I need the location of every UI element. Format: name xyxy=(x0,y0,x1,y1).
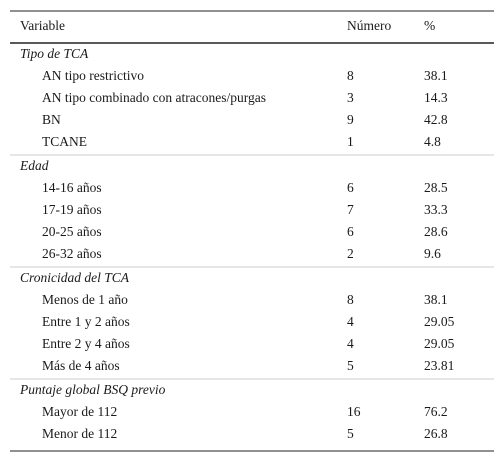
row-label: 14-16 años xyxy=(42,180,102,195)
row-label: AN tipo restrictivo xyxy=(42,68,144,83)
cell-value: 4 xyxy=(347,336,354,351)
row-label: TCANE xyxy=(42,134,87,149)
cell-value: 33.3 xyxy=(424,202,448,217)
cell-value: 29.05 xyxy=(424,314,455,329)
cell-value: 28.5 xyxy=(424,180,448,195)
cell-value: 16 xyxy=(347,404,361,419)
cell-value: 2 xyxy=(347,246,354,261)
cell-value: 9.6 xyxy=(424,246,441,261)
row-label: Menos de 1 año xyxy=(42,292,128,307)
section-title: Edad xyxy=(19,158,49,173)
cell-value: 28.6 xyxy=(424,224,448,239)
column-header: Variable xyxy=(20,18,65,33)
cell-value: 8 xyxy=(347,68,354,83)
row-label: AN tipo combinado con atracones/purgas xyxy=(42,90,266,105)
row-label: Entre 2 y 4 años xyxy=(42,336,130,351)
section-title: Cronicidad del TCA xyxy=(20,270,130,285)
cell-value: 5 xyxy=(347,426,354,441)
section-title: Tipo de TCA xyxy=(20,46,89,61)
cell-value: 76.2 xyxy=(424,404,448,419)
cell-value: 3 xyxy=(347,90,354,105)
row-label: 17-19 años xyxy=(42,202,102,217)
cell-value: 14.3 xyxy=(424,90,448,105)
column-header: Número xyxy=(347,18,391,33)
row-label: Entre 1 y 2 años xyxy=(42,314,130,329)
cell-value: 42.8 xyxy=(424,112,448,127)
cell-value: 8 xyxy=(347,292,354,307)
cell-value: 4 xyxy=(347,314,354,329)
row-label: Mayor de 112 xyxy=(42,404,117,419)
row-label: BN xyxy=(42,112,61,127)
cell-value: 26.8 xyxy=(424,426,448,441)
cell-value: 6 xyxy=(347,224,354,239)
cell-value: 5 xyxy=(347,358,354,373)
cell-value: 38.1 xyxy=(424,68,448,83)
cell-value: 38.1 xyxy=(424,292,448,307)
cell-value: 4.8 xyxy=(424,134,441,149)
cell-value: 23.81 xyxy=(424,358,454,373)
row-label: Más de 4 años xyxy=(42,358,120,373)
cell-value: 7 xyxy=(347,202,354,217)
row-label: 26-32 años xyxy=(42,246,102,261)
cell-value: 9 xyxy=(347,112,354,127)
row-label: Menor de 112 xyxy=(42,426,117,441)
section-title: Puntaje global BSQ previo xyxy=(19,382,166,397)
cell-value: 1 xyxy=(347,134,354,149)
cell-value: 6 xyxy=(347,180,354,195)
cell-value: 29.05 xyxy=(424,336,455,351)
row-label: 20-25 años xyxy=(42,224,102,239)
column-header: % xyxy=(424,18,435,33)
